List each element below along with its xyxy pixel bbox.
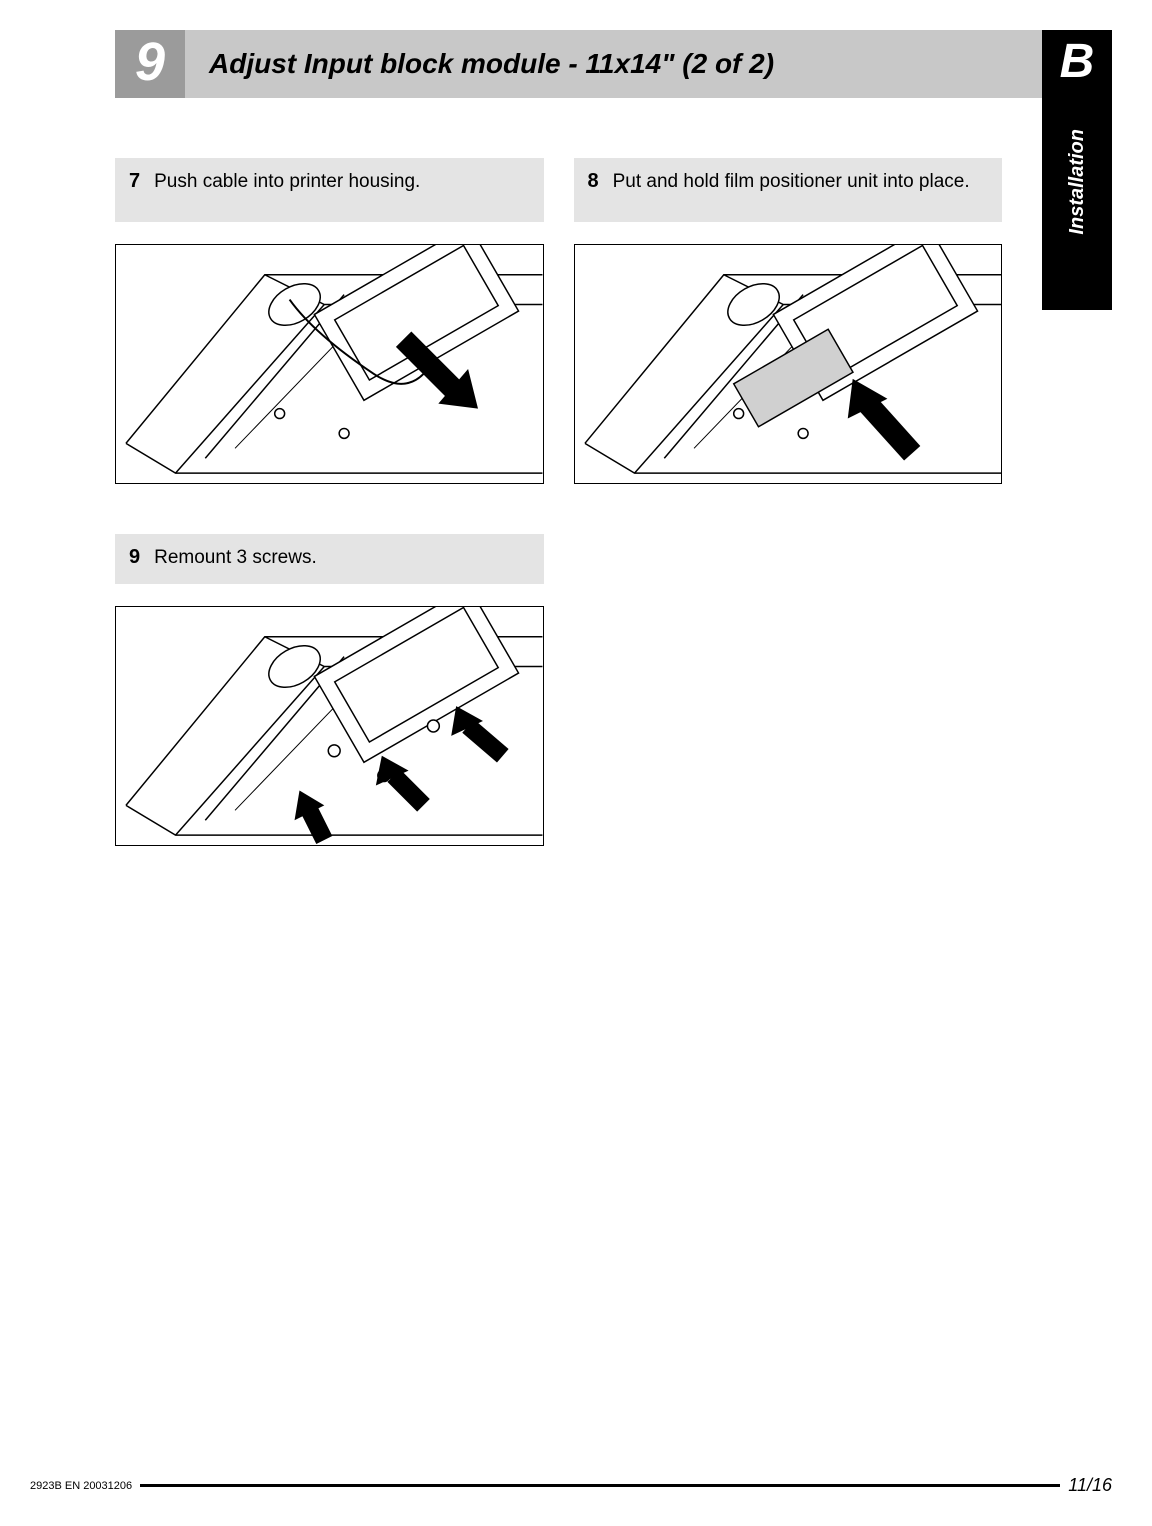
arrow-icon	[451, 706, 503, 756]
section-label: Installation	[1066, 129, 1089, 235]
step-9-number: 9	[129, 546, 140, 569]
step-9-instruction: 9 Remount 3 screws.	[115, 534, 544, 584]
section-letter: B	[1060, 34, 1095, 89]
footer-divider	[140, 1484, 1060, 1487]
step-9-text: Remount 3 screws.	[154, 546, 529, 571]
arrow-icon	[376, 756, 424, 806]
major-step-number: 9	[115, 30, 185, 98]
step-8-number: 8	[588, 170, 599, 193]
arrow-icon	[295, 790, 325, 840]
section-tab: B Installation	[1042, 30, 1112, 310]
page-number: 11/16	[1068, 1475, 1112, 1496]
step-8: 8 Put and hold film positioner unit into…	[574, 158, 1003, 484]
step-9-illustration	[115, 606, 544, 846]
step-7-instruction: 7 Push cable into printer housing.	[115, 158, 544, 222]
step-8-text: Put and hold film positioner unit into p…	[613, 170, 988, 195]
page-title: Adjust Input block module - 11x14" (2 of…	[185, 30, 1082, 98]
step-row-2: 9 Remount 3 screws.	[115, 534, 1002, 846]
page-header: 9 Adjust Input block module - 11x14" (2 …	[115, 30, 1112, 98]
step-7: 7 Push cable into printer housing.	[115, 158, 544, 484]
arrow-icon	[847, 379, 911, 453]
step-8-illustration	[574, 244, 1003, 484]
step-7-number: 7	[129, 170, 140, 193]
step-7-text: Push cable into printer housing.	[154, 170, 529, 195]
step-9: 9 Remount 3 screws.	[115, 534, 544, 846]
page-footer: 2923B EN 20031206 11/16	[30, 1475, 1112, 1496]
step-row-1: 7 Push cable into printer housing.	[115, 158, 1002, 484]
page: 9 Adjust Input block module - 11x14" (2 …	[0, 0, 1152, 1526]
step-7-illustration	[115, 244, 544, 484]
step-8-instruction: 8 Put and hold film positioner unit into…	[574, 158, 1003, 222]
content-area: 7 Push cable into printer housing.	[115, 158, 1002, 846]
document-code: 2923B EN 20031206	[30, 1480, 132, 1492]
